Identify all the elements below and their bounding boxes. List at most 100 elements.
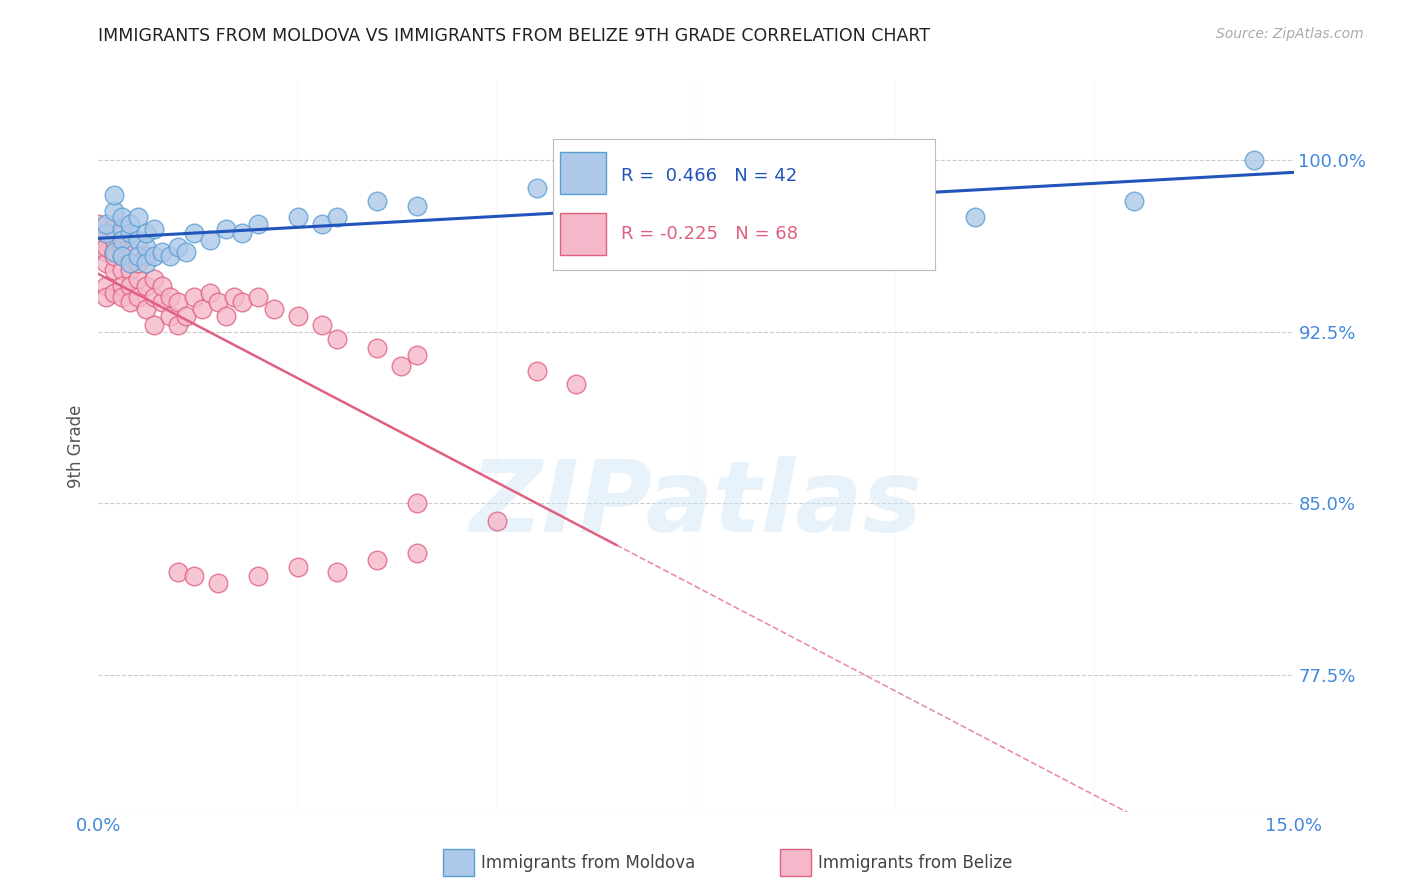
Point — [311, 318, 333, 332]
Point — [884, 180, 907, 194]
Point — [804, 194, 827, 209]
Point — [406, 347, 429, 361]
Text: Immigrants from Moldova: Immigrants from Moldova — [481, 854, 695, 871]
Point — [143, 272, 166, 286]
Point — [127, 249, 149, 263]
Point — [103, 244, 125, 259]
Point — [103, 233, 125, 247]
Point — [96, 217, 118, 231]
Point — [120, 256, 142, 270]
Point — [143, 318, 166, 332]
Point — [96, 227, 118, 241]
Point — [96, 279, 118, 293]
Point — [183, 290, 205, 304]
Point — [111, 249, 134, 263]
Point — [246, 217, 269, 231]
Point — [111, 279, 134, 293]
Point — [406, 546, 429, 560]
Point — [103, 249, 125, 263]
Point — [120, 217, 142, 231]
Point — [263, 301, 285, 316]
Point — [127, 256, 149, 270]
Point — [159, 249, 181, 263]
Point — [120, 263, 142, 277]
Point — [135, 240, 157, 254]
Point — [167, 565, 190, 579]
Point — [103, 222, 125, 236]
Point — [222, 290, 245, 304]
Point — [167, 295, 190, 310]
Point — [174, 244, 197, 259]
Point — [287, 560, 309, 574]
Point — [287, 309, 309, 323]
Point — [111, 263, 134, 277]
Point — [565, 203, 588, 218]
Text: Source: ZipAtlas.com: Source: ZipAtlas.com — [1216, 27, 1364, 41]
Point — [167, 318, 190, 332]
Point — [526, 180, 548, 194]
Point — [389, 359, 412, 373]
Point — [174, 309, 197, 323]
Point — [96, 244, 118, 259]
Point — [150, 244, 173, 259]
Point — [485, 515, 508, 529]
Point — [406, 199, 429, 213]
Point — [526, 363, 548, 377]
Point — [111, 240, 134, 254]
Point — [87, 217, 110, 231]
Point — [143, 222, 166, 236]
Point — [287, 211, 309, 225]
Point — [724, 187, 747, 202]
Point — [111, 290, 134, 304]
Point — [111, 249, 134, 263]
Point — [111, 222, 134, 236]
Point — [127, 233, 149, 247]
Point — [135, 249, 157, 263]
Point — [111, 211, 134, 225]
Point — [366, 553, 388, 567]
Point — [565, 377, 588, 392]
Point — [1123, 194, 1146, 209]
Point — [1243, 153, 1265, 168]
Point — [96, 240, 118, 254]
Point — [103, 187, 125, 202]
Point — [127, 272, 149, 286]
Point — [167, 240, 190, 254]
Point — [120, 295, 142, 310]
Point — [207, 576, 229, 591]
Point — [120, 244, 142, 259]
Point — [135, 279, 157, 293]
Point — [326, 211, 349, 225]
Point — [143, 249, 166, 263]
Point — [103, 263, 125, 277]
Point — [198, 285, 221, 300]
Point — [159, 290, 181, 304]
Point — [326, 332, 349, 346]
Point — [96, 227, 118, 241]
Point — [231, 227, 253, 241]
Point — [191, 301, 214, 316]
Point — [183, 227, 205, 241]
Point — [246, 569, 269, 583]
Point — [96, 256, 118, 270]
Text: Immigrants from Belize: Immigrants from Belize — [818, 854, 1012, 871]
Point — [127, 290, 149, 304]
Point — [215, 222, 238, 236]
Point — [326, 565, 349, 579]
Point — [311, 217, 333, 231]
Point — [120, 227, 142, 241]
Point — [135, 227, 157, 241]
Point — [96, 290, 118, 304]
Point — [120, 279, 142, 293]
Point — [183, 569, 205, 583]
Point — [135, 256, 157, 270]
Point — [103, 285, 125, 300]
Point — [135, 301, 157, 316]
Point — [159, 309, 181, 323]
Point — [366, 341, 388, 355]
Point — [103, 244, 125, 259]
Point — [143, 290, 166, 304]
Point — [406, 496, 429, 510]
Point — [111, 233, 134, 247]
Point — [111, 227, 134, 241]
